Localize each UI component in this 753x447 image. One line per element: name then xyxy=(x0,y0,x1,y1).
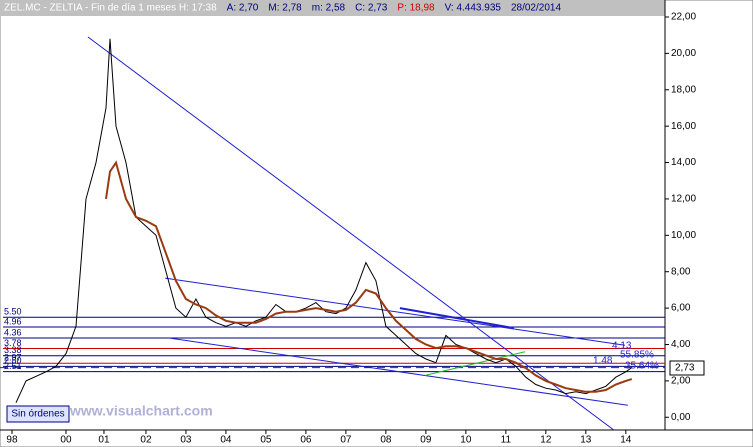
y-tick-label: 22,00 xyxy=(671,12,696,23)
x-tick-label: 12 xyxy=(540,435,552,446)
header-field: A: 2,70 xyxy=(227,3,259,14)
button[interactable] xyxy=(6,405,70,423)
trendline xyxy=(399,307,515,330)
header-field: 28/02/2014 xyxy=(511,3,561,14)
header-field: m: 2,58 xyxy=(312,3,346,14)
annotation: 4.13 xyxy=(612,341,632,352)
trendline xyxy=(424,351,526,376)
annotation: 35.64% xyxy=(625,361,659,372)
x-tick-label: 14 xyxy=(620,435,632,446)
level-label: 2.51 xyxy=(4,361,22,371)
x-tick-label: 04 xyxy=(220,435,232,446)
x-tick-label: 01 xyxy=(98,435,110,446)
price-line xyxy=(15,38,633,403)
annotation: 1.48 xyxy=(593,356,613,367)
x-tick-label: 06 xyxy=(300,435,312,446)
level-label: 2.80 xyxy=(4,356,22,366)
level-label: 2.97 xyxy=(4,353,22,363)
x-tick-label: 10 xyxy=(460,435,472,446)
x-tick-label: 98 xyxy=(6,435,18,446)
header-field: ZEL.MC - ZELTIA - Fin de día 1 meses H: … xyxy=(4,3,217,14)
level-label: 4.96 xyxy=(4,316,22,326)
last-value: 2,73 xyxy=(675,363,695,374)
y-tick-label: 20,00 xyxy=(671,48,696,59)
y-tick-label: 6,00 xyxy=(671,303,691,314)
header-bar xyxy=(0,0,665,16)
header-field: C: 2,73 xyxy=(355,3,388,14)
watermark: www.visualchart.com xyxy=(69,403,213,419)
trendline xyxy=(165,277,626,346)
y-tick-label: 0,00 xyxy=(671,412,691,423)
y-tick-label: 16,00 xyxy=(671,121,696,132)
y-tick-label: 2,00 xyxy=(671,376,691,387)
y-tick-label: 8,00 xyxy=(671,266,691,277)
plot xyxy=(0,36,665,430)
last-value-box xyxy=(669,360,705,376)
y-tick-label: 18,00 xyxy=(671,84,696,95)
x-tick-label: 07 xyxy=(340,435,352,446)
y-tick-label: 10,00 xyxy=(671,230,696,241)
button-label[interactable]: Sin órdenes xyxy=(11,409,64,420)
x-tick-label: 00 xyxy=(60,435,72,446)
annotation: 55.85% xyxy=(620,350,654,361)
price-line xyxy=(105,160,633,393)
y-tick-label: 12,00 xyxy=(671,194,696,205)
y-tick-label: 4,00 xyxy=(671,339,691,350)
header-field: M: 2,78 xyxy=(268,3,302,14)
x-tick-label: 13 xyxy=(580,435,592,446)
x-tick-label: 09 xyxy=(420,435,432,446)
header-field: P: 18,98 xyxy=(397,3,435,14)
x-tick-label: 05 xyxy=(260,435,272,446)
trendline xyxy=(169,337,628,406)
x-tick-label: 08 xyxy=(380,435,392,446)
x-tick-label: 03 xyxy=(180,435,192,446)
level-label: 3.38 xyxy=(4,345,22,355)
level-label: 4.36 xyxy=(4,327,22,337)
trendline xyxy=(87,36,615,430)
level-label: 5.50 xyxy=(4,307,22,317)
header-field: V: 4.443.935 xyxy=(445,3,502,14)
x-tick-label: 11 xyxy=(501,435,512,446)
y-tick-label: 14,00 xyxy=(671,157,696,168)
x-tick-label: 02 xyxy=(140,435,152,446)
level-label: 3.78 xyxy=(4,338,22,348)
header: ZEL.MC - ZELTIA - Fin de día 1 meses H: … xyxy=(4,3,561,14)
